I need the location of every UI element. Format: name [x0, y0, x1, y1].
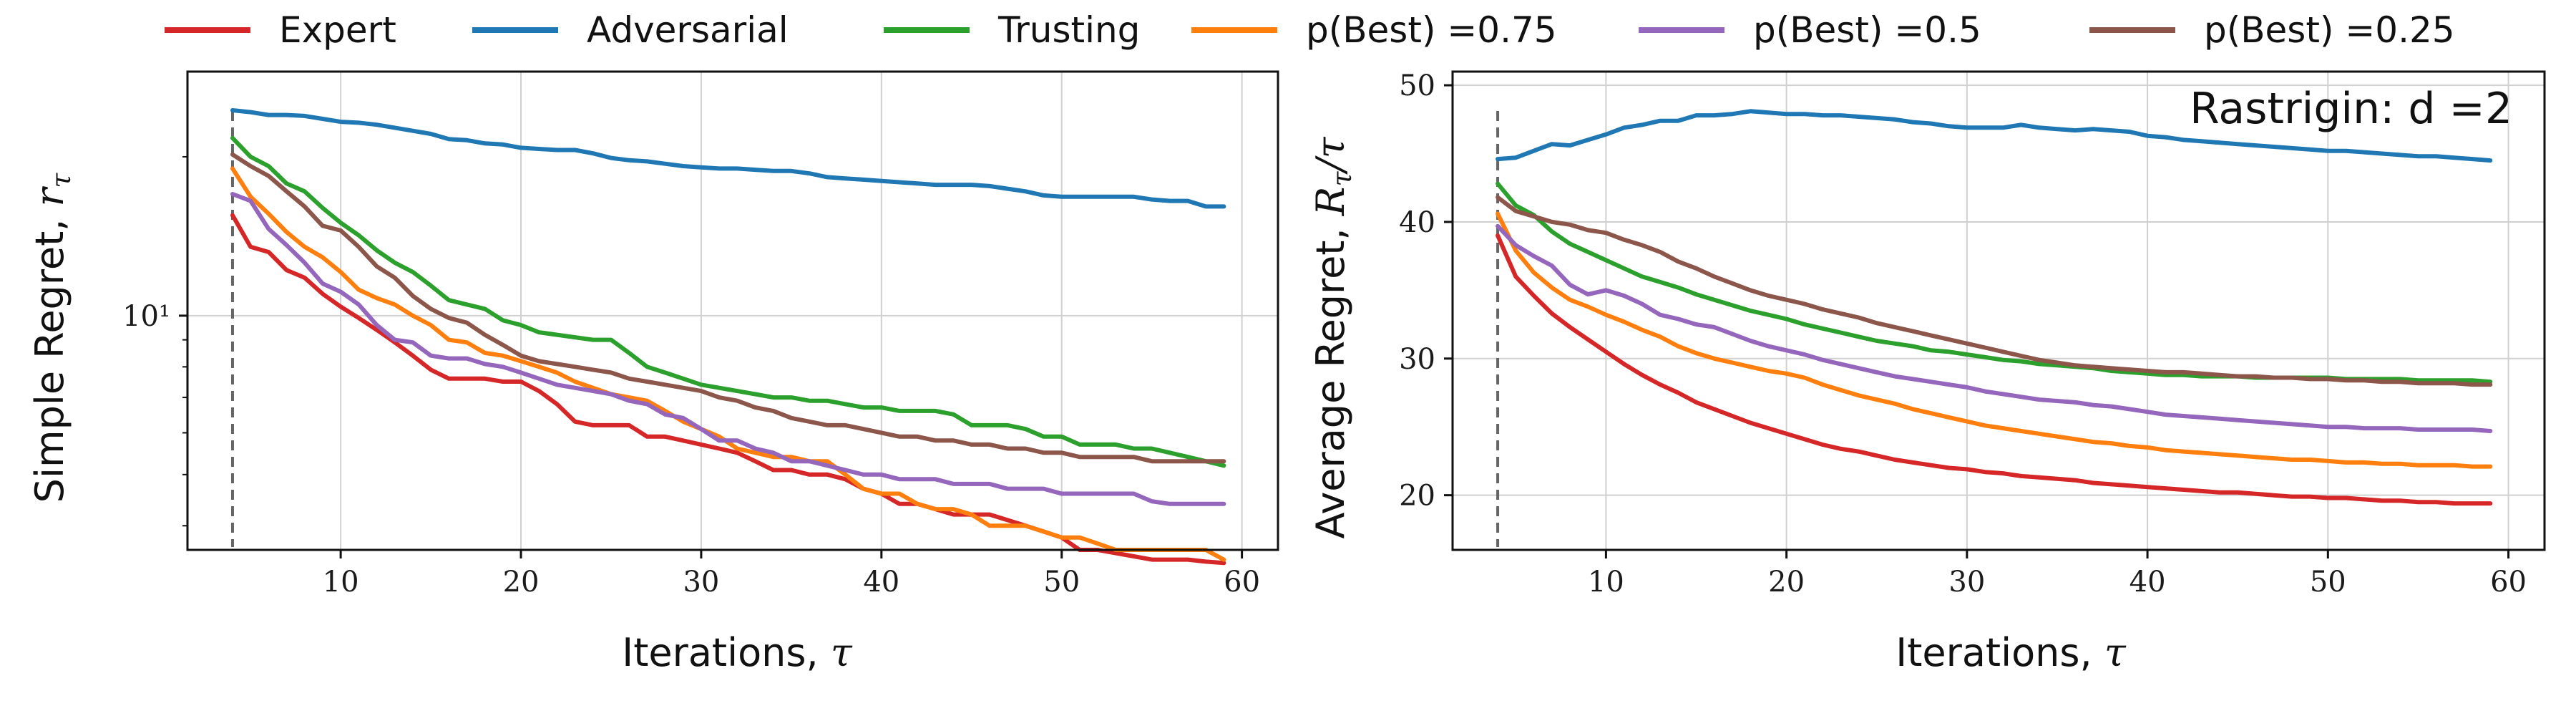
average-regret-xtick-label: 50: [2310, 566, 2346, 599]
average-regret-xtick-label: 20: [1768, 566, 1805, 599]
simple-regret-ytick-label: 10¹: [122, 300, 170, 333]
average-regret-line-adversarial: [1496, 109, 2493, 163]
simple-regret-xtick-label: 50: [1043, 566, 1080, 599]
average-regret-ytick-label: 40: [1399, 206, 1435, 239]
average-regret-line-pb025: [1496, 195, 2493, 387]
legend-item-pb05: p(Best) =0.5: [1639, 9, 1981, 51]
average-regret-ylabel: Average Regret, Rτ/τ: [1308, 136, 1357, 538]
average-regret-series: [1496, 109, 2493, 506]
average-regret-ytick-label: 30: [1399, 343, 1435, 376]
legend-label-pb025: p(Best) =0.25: [2204, 9, 2455, 51]
simple-regret-line-pb025: [230, 152, 1226, 464]
simple-regret-ylabel: Simple Regret, rτ: [27, 173, 77, 503]
average-regret-ticks: 10 20 30 40 50 60 20 30 40 50 Rastrigin: d =2: [1399, 69, 2546, 599]
simple-regret-line-pb05: [230, 192, 1226, 506]
simple-regret-axes-frame: [186, 70, 1279, 551]
average-regret-line-expert: [1496, 233, 2493, 506]
legend-label-pb075: p(Best) =0.75: [1306, 9, 1557, 51]
average-regret-panel: 10 20 30 40 50 60 20 30 40 50 Rastrigin: d =2 Aver…: [1308, 69, 2546, 675]
simple-regret-xtick-label: 20: [503, 566, 540, 599]
simple-regret-line-trusting: [230, 135, 1226, 468]
average-regret-xlabel: Iterations, τ: [1896, 630, 2127, 675]
average-regret-line-pb05: [1496, 223, 2493, 433]
simple-regret-xlabel: Iterations, τ: [622, 630, 853, 675]
simple-regret-xtick-label: 60: [1224, 566, 1260, 599]
simple-regret-series: [230, 108, 1226, 566]
legend-label-trusting: Trusting: [997, 9, 1140, 51]
simple-regret-xtick-label: 30: [683, 566, 719, 599]
average-regret-xtick-label: 10: [1588, 566, 1624, 599]
average-regret-xtick-label: 30: [1948, 566, 1985, 599]
legend-item-adversarial: Adversarial: [472, 9, 789, 51]
average-regret-annotation: Rastrigin: d =2: [2190, 84, 2512, 134]
average-regret-line-trusting: [1496, 181, 2493, 384]
simple-regret-xtick-label: 40: [863, 566, 899, 599]
simple-regret-line-pb075: [230, 166, 1226, 562]
legend-item-pb075: p(Best) =0.75: [1191, 9, 1557, 51]
average-regret-xtick-label: 60: [2490, 566, 2527, 599]
simple-regret-line-adversarial: [230, 108, 1226, 209]
average-regret-ytick-label: 20: [1399, 480, 1435, 513]
legend-item-pb025: p(Best) =0.25: [2089, 9, 2455, 51]
legend-item-expert: Expert: [165, 9, 396, 51]
legend-label-pb05: p(Best) =0.5: [1753, 9, 1981, 51]
average-regret-axes-frame: [1451, 70, 2546, 551]
legend: Expert Adversarial Trusting p(Best) =0.75 p(…: [165, 9, 2455, 51]
simple-regret-panel: 10 20 30 40 50 60 10¹ Simple Regret, rτ Iterat…: [27, 70, 1279, 675]
average-regret-grid: [1453, 72, 2545, 550]
legend-label-expert: Expert: [279, 9, 396, 51]
average-regret-ytick-label: 50: [1399, 69, 1435, 102]
average-regret-xtick-label: 40: [2129, 566, 2166, 599]
average-regret-line-pb075: [1496, 211, 2493, 469]
simple-regret-xtick-label: 10: [323, 566, 359, 599]
simple-regret-ticks: 10 20 30 40 50 60 10¹: [122, 70, 1279, 599]
legend-label-adversarial: Adversarial: [587, 9, 789, 51]
legend-item-trusting: Trusting: [884, 9, 1140, 51]
